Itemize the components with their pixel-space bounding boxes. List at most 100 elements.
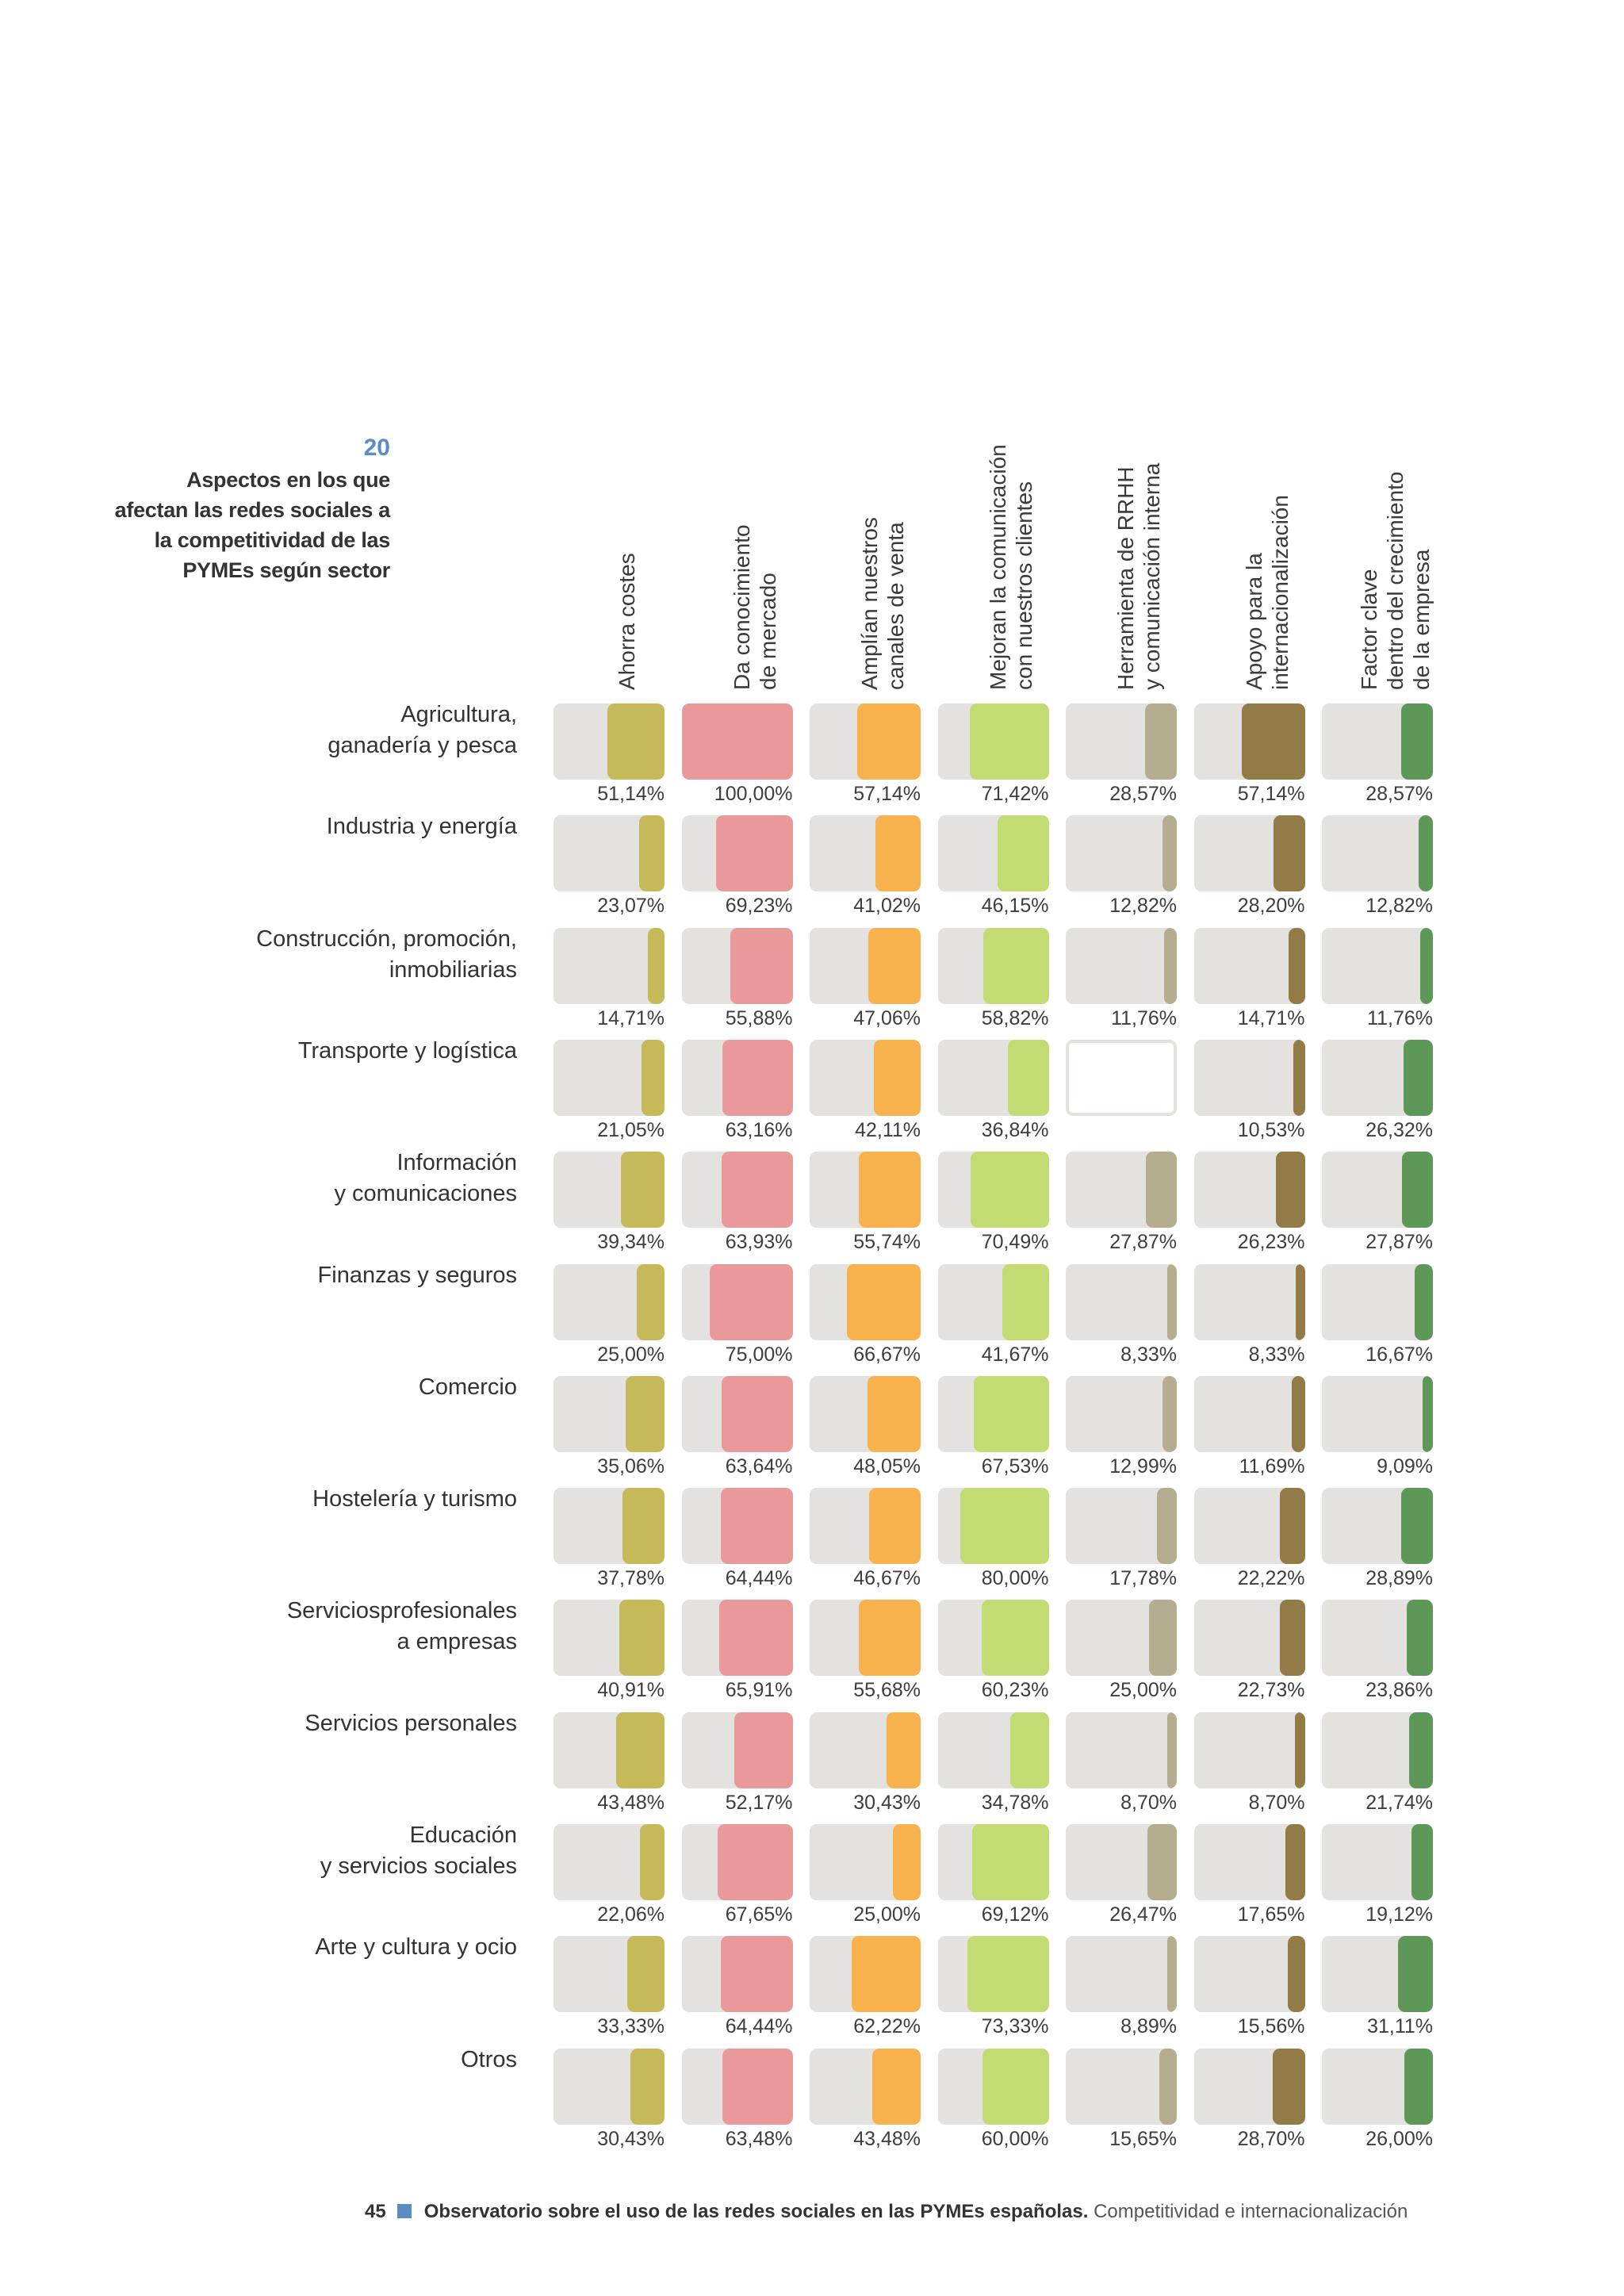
cell-track bbox=[810, 1263, 921, 1340]
cell-track bbox=[1322, 1824, 1433, 1900]
cell-bar bbox=[616, 1711, 665, 1788]
column-header-label: Da conocimiento de mercado bbox=[729, 524, 780, 690]
cell-bar bbox=[1279, 1600, 1305, 1677]
cell-bar bbox=[971, 1824, 1049, 1900]
cell-value-label: 75,00% bbox=[725, 1343, 793, 1366]
cell-bar bbox=[1280, 1488, 1305, 1565]
cell-value-label: 17,65% bbox=[1237, 1903, 1305, 1926]
cell-track bbox=[553, 1600, 665, 1677]
cell-track bbox=[1066, 815, 1177, 892]
cell-value-label: 12,82% bbox=[1365, 895, 1433, 918]
cell-value-label: 100,00% bbox=[714, 783, 793, 805]
cell-value-label: 55,88% bbox=[725, 1006, 793, 1029]
cell-value-label: 67,65% bbox=[725, 1903, 793, 1926]
cell-track bbox=[1066, 703, 1177, 780]
cell-value-label: 65,91% bbox=[725, 1679, 793, 1702]
cell-value-label: 23,07% bbox=[597, 895, 665, 918]
column-header-label: Amplían nuestros canales de venta bbox=[857, 517, 908, 690]
cell-value-label: 46,67% bbox=[853, 1567, 921, 1590]
cell-bar bbox=[983, 927, 1049, 1004]
cell-track bbox=[681, 1488, 793, 1565]
cell-bar bbox=[1292, 1375, 1305, 1452]
cell-bar bbox=[1419, 815, 1433, 892]
cell-value-label: 48,05% bbox=[853, 1455, 921, 1478]
footer-publication-title: Observatorio sobre el uso de las redes s… bbox=[423, 2201, 1089, 2222]
cell-track bbox=[553, 815, 665, 892]
cell-bar bbox=[867, 1375, 921, 1452]
cell-value-label: 28,89% bbox=[1365, 1567, 1433, 1590]
cell-value-label: 67,53% bbox=[981, 1455, 1049, 1478]
cell-track bbox=[937, 1600, 1049, 1677]
cell-value-label: 26,32% bbox=[1365, 1118, 1433, 1141]
cell-bar bbox=[982, 2048, 1049, 2125]
cell-value-label: 19,12% bbox=[1365, 1903, 1433, 1926]
cell-bar bbox=[967, 1936, 1049, 2013]
cell-bar bbox=[1007, 1039, 1049, 1116]
cell-track bbox=[1193, 1600, 1305, 1677]
cell-track bbox=[810, 1824, 921, 1900]
cell-value-label: 22,06% bbox=[597, 1903, 665, 1926]
cell-value-label: 63,48% bbox=[725, 2127, 793, 2150]
cell-bar bbox=[959, 1488, 1049, 1565]
row-label: Arte y cultura y ocio bbox=[315, 1934, 517, 1961]
page-number: 45 bbox=[365, 2201, 386, 2222]
cell-value-label: 25,00% bbox=[597, 1343, 665, 1366]
figure-title: Aspectos en los que afectan las redes so… bbox=[114, 468, 391, 582]
cell-value-label: 41,67% bbox=[981, 1343, 1049, 1366]
cell-track bbox=[681, 815, 793, 892]
cell-bar bbox=[868, 1488, 921, 1565]
cell-bar bbox=[1166, 1936, 1177, 2013]
cell-bar bbox=[1241, 703, 1305, 780]
cell-track bbox=[1322, 1039, 1433, 1116]
cell-value-label: 36,84% bbox=[981, 1118, 1049, 1141]
cell-bar bbox=[717, 1824, 793, 1900]
cell-value-label: 23,86% bbox=[1365, 1679, 1433, 1702]
cell-value-label: 51,14% bbox=[597, 783, 665, 805]
cell-bar bbox=[648, 927, 665, 1004]
cell-bar bbox=[1398, 1936, 1433, 2013]
cell-track bbox=[1193, 2048, 1305, 2125]
row-label: Información y comunicaciones bbox=[334, 1150, 518, 1207]
cell-track bbox=[937, 1263, 1049, 1340]
cell-track bbox=[1322, 1488, 1433, 1565]
cell-value-label: 8,89% bbox=[1120, 2015, 1177, 2038]
cell-value-label: 55,68% bbox=[853, 1679, 921, 1702]
column-header-label: Herramienta de RRHH y comunicación inter… bbox=[1113, 462, 1164, 690]
cell-track bbox=[1193, 1263, 1305, 1340]
cell-bar bbox=[857, 703, 921, 780]
cell-bar bbox=[969, 703, 1049, 780]
cell-bar bbox=[1401, 1152, 1433, 1228]
cell-value-label: 71,42% bbox=[981, 783, 1049, 805]
cell-bar bbox=[874, 1039, 921, 1116]
cell-bar bbox=[620, 1152, 665, 1228]
cell-value-label: 63,64% bbox=[725, 1455, 793, 1478]
cell-bar bbox=[1404, 2048, 1433, 2125]
cell-track bbox=[1322, 703, 1433, 780]
footer-square-icon bbox=[396, 2204, 412, 2218]
cell-bar bbox=[875, 815, 921, 892]
cell-value-label: 57,14% bbox=[1237, 783, 1305, 805]
cell-bar bbox=[619, 1600, 665, 1677]
cell-bar bbox=[1411, 1824, 1433, 1900]
cell-value-label: 25,00% bbox=[1109, 1679, 1177, 1702]
row-label: Otros bbox=[461, 2046, 517, 2072]
cell-track bbox=[937, 1152, 1049, 1228]
cell-track bbox=[937, 2048, 1049, 2125]
cell-track bbox=[1322, 1152, 1433, 1228]
cell-track bbox=[937, 1824, 1049, 1900]
cell-track bbox=[810, 815, 921, 892]
cell-value-label: 37,78% bbox=[597, 1567, 665, 1590]
cell-bar bbox=[1162, 815, 1177, 892]
cell-track bbox=[1066, 927, 1177, 1004]
cell-value-label: 27,87% bbox=[1109, 1231, 1177, 1254]
cell-track bbox=[1193, 1936, 1305, 2013]
cell-track bbox=[937, 703, 1049, 780]
cell-track bbox=[681, 1152, 793, 1228]
cell-value-label: 64,44% bbox=[725, 1567, 793, 1590]
cell-track bbox=[1193, 815, 1305, 892]
cell-value-label: 69,12% bbox=[981, 1903, 1049, 1926]
cell-value-label: 8,33% bbox=[1120, 1343, 1177, 1366]
cell-bar bbox=[846, 1263, 921, 1340]
row-label: Educación y servicios sociales bbox=[320, 1823, 517, 1879]
footer-publication-subtitle: Competitividad e internacionalización bbox=[1088, 2201, 1408, 2222]
